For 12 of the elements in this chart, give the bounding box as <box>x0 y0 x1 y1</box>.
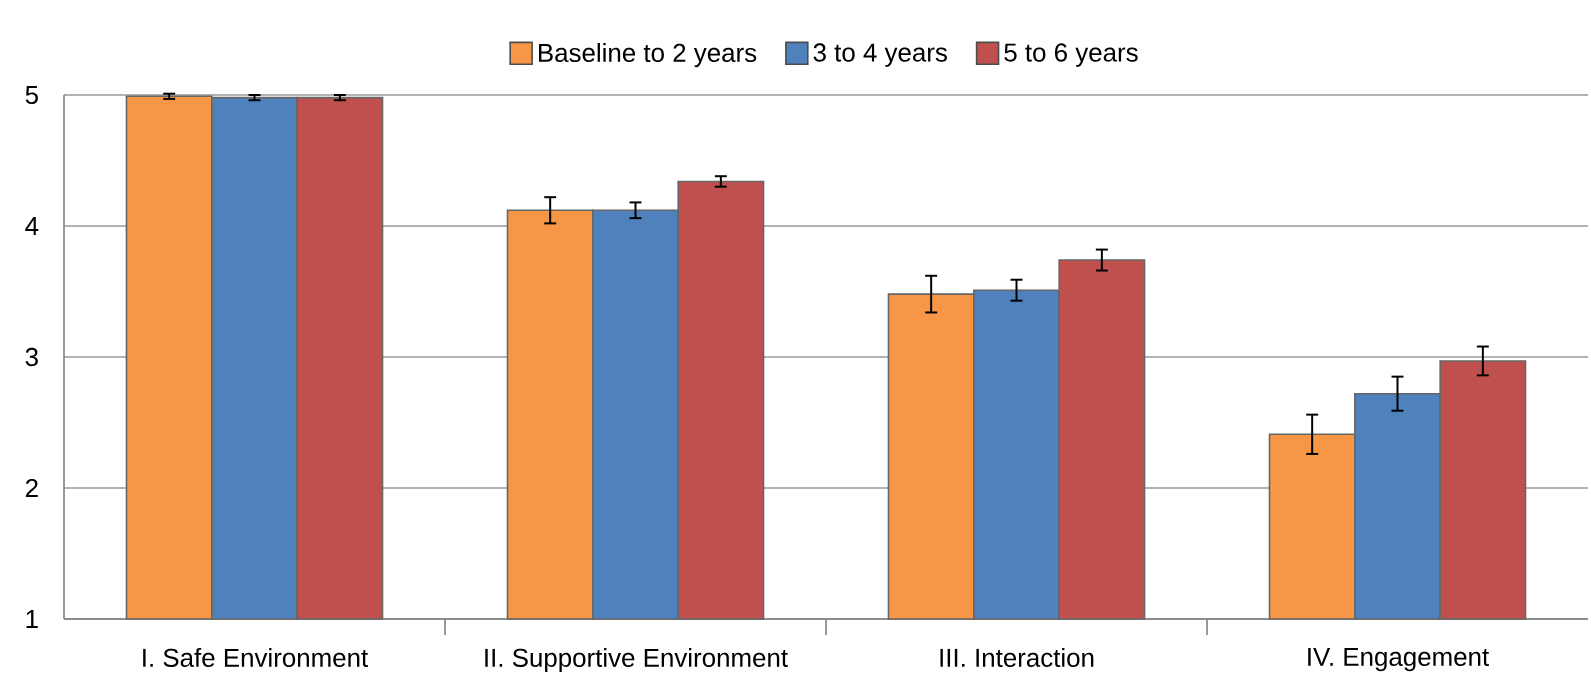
legend-label: Baseline to 2 years <box>539 43 757 68</box>
y-tick-label: 2 <box>25 479 38 498</box>
legend-label: 5 to 6 years <box>1004 43 1138 67</box>
legend-label: 3 to 4 years <box>813 43 947 67</box>
y-tick-label: 5 <box>25 86 38 105</box>
x-tick-label: II. Supportive Environment <box>485 648 788 673</box>
x-tick-label: I. Safe Environment <box>143 648 369 668</box>
x-tick-label: IV. Engagement <box>1308 648 1489 672</box>
y-tick-label: 1 <box>26 610 38 629</box>
y-tick-label: 3 <box>25 347 38 367</box>
y-tick-label: 4 <box>25 217 39 236</box>
x-tick-label: III. Interaction <box>940 648 1094 668</box>
